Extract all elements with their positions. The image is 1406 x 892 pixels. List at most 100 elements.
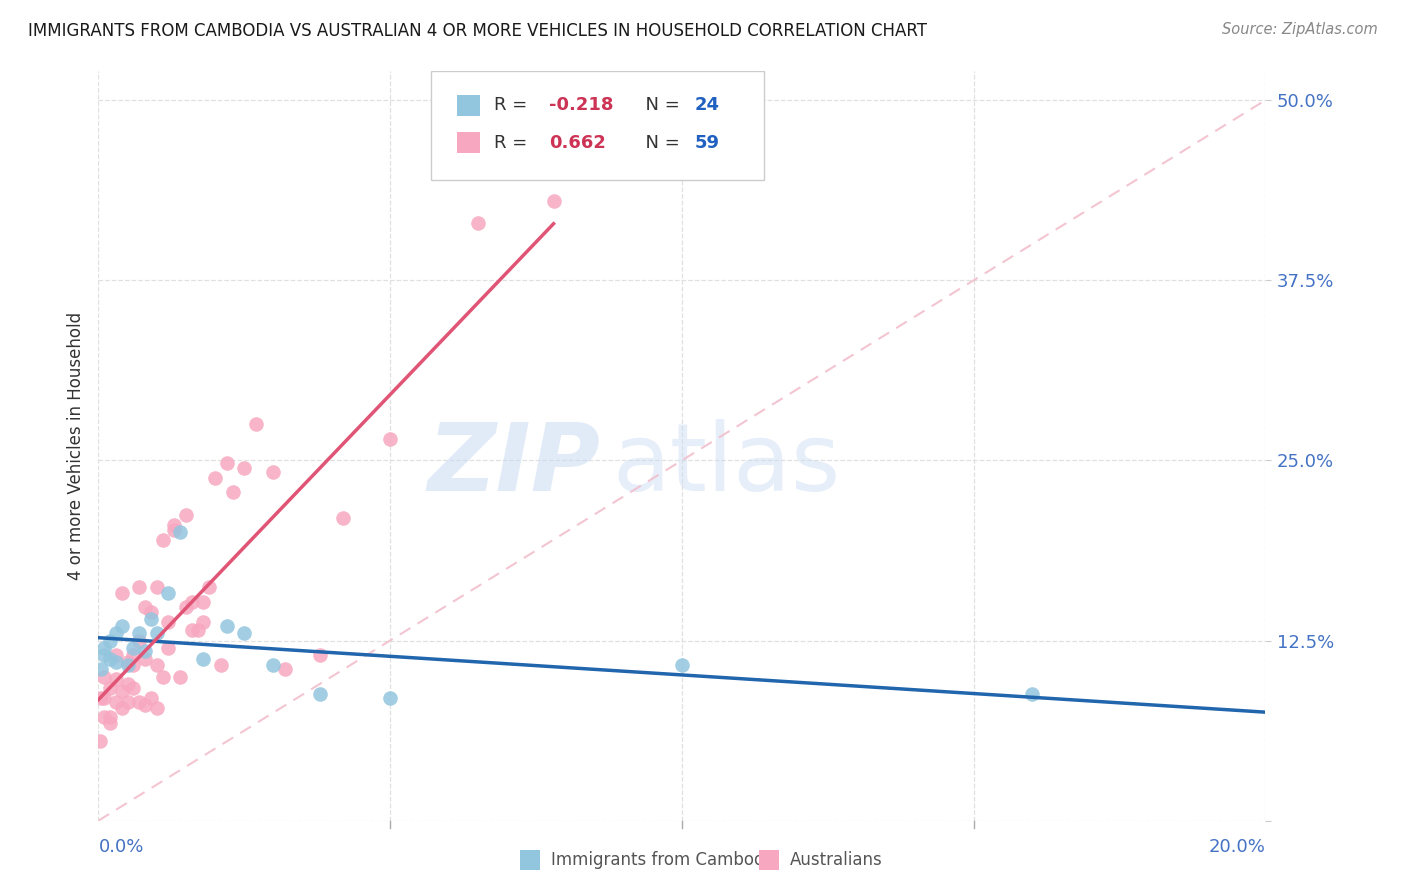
Point — [93, 710, 115, 724]
Point — [204, 471, 226, 485]
FancyBboxPatch shape — [457, 95, 479, 116]
Text: 20.0%: 20.0% — [1209, 838, 1265, 856]
Point — [169, 525, 191, 540]
Point — [146, 701, 169, 715]
Point — [157, 586, 180, 600]
Point — [157, 640, 180, 655]
Point — [378, 691, 402, 706]
Point — [169, 669, 191, 683]
Point — [262, 465, 284, 479]
Text: R =: R = — [494, 96, 533, 114]
Point — [139, 612, 162, 626]
Point — [134, 698, 156, 713]
Point — [93, 669, 115, 683]
Point — [134, 643, 156, 657]
Point — [134, 600, 156, 615]
Point — [117, 677, 139, 691]
Point — [104, 626, 127, 640]
Point — [111, 701, 134, 715]
Point — [146, 580, 169, 594]
Point — [90, 662, 112, 676]
Point — [671, 658, 693, 673]
Point — [117, 696, 139, 710]
Point — [152, 669, 174, 683]
FancyBboxPatch shape — [457, 132, 479, 153]
Point — [104, 655, 127, 669]
Point — [134, 652, 156, 666]
Text: -0.218: -0.218 — [548, 96, 613, 114]
Point — [139, 691, 162, 706]
Point — [245, 417, 267, 432]
Point — [180, 624, 202, 638]
Point — [309, 687, 332, 701]
Text: N =: N = — [634, 96, 686, 114]
Point — [146, 658, 169, 673]
Point — [543, 194, 565, 208]
Point — [198, 580, 221, 594]
Point — [233, 460, 256, 475]
Point — [93, 640, 115, 655]
Point — [309, 648, 332, 662]
Point — [128, 633, 150, 648]
Point — [117, 658, 139, 673]
Point — [111, 684, 134, 698]
Point — [187, 624, 209, 638]
Point — [233, 626, 256, 640]
Text: atlas: atlas — [612, 418, 841, 511]
Point — [111, 619, 134, 633]
Text: 0.662: 0.662 — [548, 134, 606, 152]
Text: 0.0%: 0.0% — [98, 838, 143, 856]
Point — [93, 648, 115, 662]
Point — [122, 648, 145, 662]
Point — [104, 696, 127, 710]
Point — [262, 658, 284, 673]
Point — [274, 662, 297, 676]
Point — [378, 432, 402, 446]
Point — [122, 658, 145, 673]
Point — [193, 652, 215, 666]
Point — [174, 600, 197, 615]
Point — [93, 691, 115, 706]
Point — [89, 734, 111, 748]
Point — [128, 580, 150, 594]
Point — [122, 681, 145, 695]
Point — [98, 633, 121, 648]
Point — [104, 648, 127, 662]
Point — [128, 696, 150, 710]
Point — [139, 605, 162, 619]
Point — [117, 655, 139, 669]
Text: Source: ZipAtlas.com: Source: ZipAtlas.com — [1222, 22, 1378, 37]
Text: Australians: Australians — [790, 851, 883, 869]
Point — [128, 626, 150, 640]
Point — [163, 518, 186, 533]
Point — [209, 658, 232, 673]
Point — [1021, 687, 1043, 701]
Point — [332, 511, 354, 525]
Point — [467, 216, 489, 230]
Point — [221, 485, 243, 500]
Point — [193, 594, 215, 608]
FancyBboxPatch shape — [432, 71, 763, 180]
Point — [90, 691, 112, 706]
Point — [193, 615, 215, 629]
Point — [111, 586, 134, 600]
Text: N =: N = — [634, 134, 686, 152]
Point — [98, 652, 121, 666]
Point — [122, 640, 145, 655]
Text: Immigrants from Cambodia: Immigrants from Cambodia — [551, 851, 779, 869]
Point — [174, 508, 197, 523]
Point — [104, 673, 127, 687]
Point — [152, 533, 174, 547]
Point — [146, 626, 169, 640]
Text: 59: 59 — [695, 134, 720, 152]
Point — [215, 456, 238, 470]
Point — [215, 619, 238, 633]
Point — [180, 594, 202, 608]
Text: 24: 24 — [695, 96, 720, 114]
Point — [157, 615, 180, 629]
Point — [163, 523, 186, 537]
Point — [98, 710, 121, 724]
Text: ZIP: ZIP — [427, 418, 600, 511]
Point — [98, 681, 121, 695]
Y-axis label: 4 or more Vehicles in Household: 4 or more Vehicles in Household — [67, 312, 86, 580]
